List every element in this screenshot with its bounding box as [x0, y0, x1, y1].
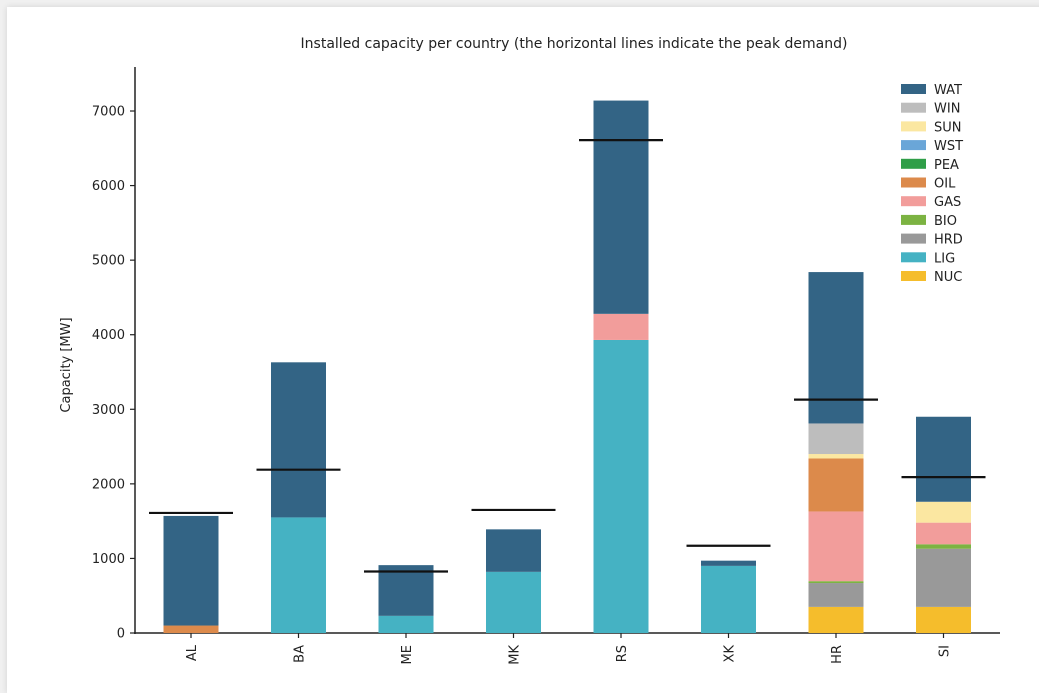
y-tick-label: 7000: [92, 105, 125, 120]
bar-segment-wat-hr: [808, 272, 864, 424]
bar-segment-nuc-hr: [808, 606, 864, 633]
legend-swatch-bio: [901, 214, 926, 225]
x-tick-label: HR: [830, 645, 845, 664]
y-tick-label: 3000: [92, 403, 125, 418]
x-tick-label: RS: [615, 645, 630, 662]
legend-label-bio: BIO: [934, 214, 957, 229]
bar-segment-win-hr: [808, 423, 864, 455]
legend-swatch-oil: [901, 177, 926, 188]
y-tick-label: 4000: [92, 328, 125, 343]
legend-label-wat: WAT: [934, 83, 962, 98]
legend-swatch-nuc: [901, 271, 926, 281]
bar-segment-bio-hr: [808, 581, 864, 584]
capacity-chart: Installed capacity per country (the hori…: [59, 36, 1000, 665]
legend-swatch-wat: [901, 84, 926, 94]
bar-segment-gas-hr: [808, 511, 864, 582]
bar-segment-gas-rs: [593, 313, 649, 340]
x-tick-label: ME: [400, 645, 415, 664]
legend-swatch-hrd: [901, 233, 926, 244]
bar-segment-lig-mk: [486, 571, 541, 633]
bar-segment-gas-si: [916, 522, 971, 545]
legend-swatch-wst: [901, 140, 926, 151]
bar-segment-lig-ba: [271, 517, 326, 633]
legend-label-wst: WST: [934, 139, 963, 154]
legend-label-win: WIN: [934, 102, 960, 117]
bar-segment-wat-ba: [271, 362, 326, 518]
bar-segment-nuc-si: [916, 606, 971, 633]
legend-label-gas: GAS: [934, 195, 961, 210]
y-axis-label: Capacity [MW]: [59, 317, 74, 412]
y-tick-label: 0: [117, 627, 125, 642]
bar-segment-lig-xk: [701, 565, 756, 633]
legend-label-hrd: HRD: [934, 233, 963, 248]
bar-segment-wat-mk: [486, 529, 541, 572]
legend-label-oil: OIL: [934, 177, 956, 192]
chart-title: Installed capacity per country (the hori…: [301, 36, 848, 52]
bar-segment-lig-me: [378, 615, 434, 633]
x-tick-label: AL: [185, 644, 200, 661]
y-tick-label: 1000: [92, 552, 125, 567]
bar-segment-sun-hr: [808, 454, 864, 459]
y-tick-label: 6000: [92, 179, 125, 194]
legend-label-lig: LIG: [934, 251, 955, 266]
bar-segment-wat-al: [163, 515, 219, 626]
bar-segment-bio-si: [916, 544, 971, 549]
legend-swatch-gas: [901, 196, 926, 207]
legend-label-pea: PEA: [934, 158, 959, 173]
x-tick-label: SI: [938, 645, 953, 657]
bar-segment-sun-si: [916, 501, 971, 523]
bar-segment-oil-hr: [808, 458, 864, 512]
bar-segment-wat-rs: [593, 100, 649, 314]
legend-swatch-lig: [901, 252, 926, 263]
x-tick-label: XK: [723, 645, 738, 663]
legend-swatch-pea: [901, 158, 926, 169]
bar-segment-wat-xk: [701, 560, 756, 566]
bar-segment-wat-si: [916, 416, 971, 502]
legend-swatch-win: [901, 102, 926, 113]
legend-label-nuc: NUC: [934, 270, 962, 285]
legend-label-sun: SUN: [934, 120, 962, 135]
x-tick-label: MK: [508, 645, 523, 665]
bar-segment-hrd-hr: [808, 583, 864, 607]
chart-card: Installed capacity per country (the hori…: [7, 7, 1039, 693]
bar-segment-lig-rs: [593, 339, 649, 633]
bar-segment-wat-me: [378, 565, 434, 616]
bar-segment-oil-al: [163, 625, 219, 633]
x-tick-label: BA: [293, 645, 308, 663]
bar-segment-hrd-si: [916, 548, 971, 607]
y-tick-label: 2000: [92, 477, 125, 492]
legend-swatch-sun: [901, 121, 926, 132]
y-tick-label: 5000: [92, 254, 125, 269]
